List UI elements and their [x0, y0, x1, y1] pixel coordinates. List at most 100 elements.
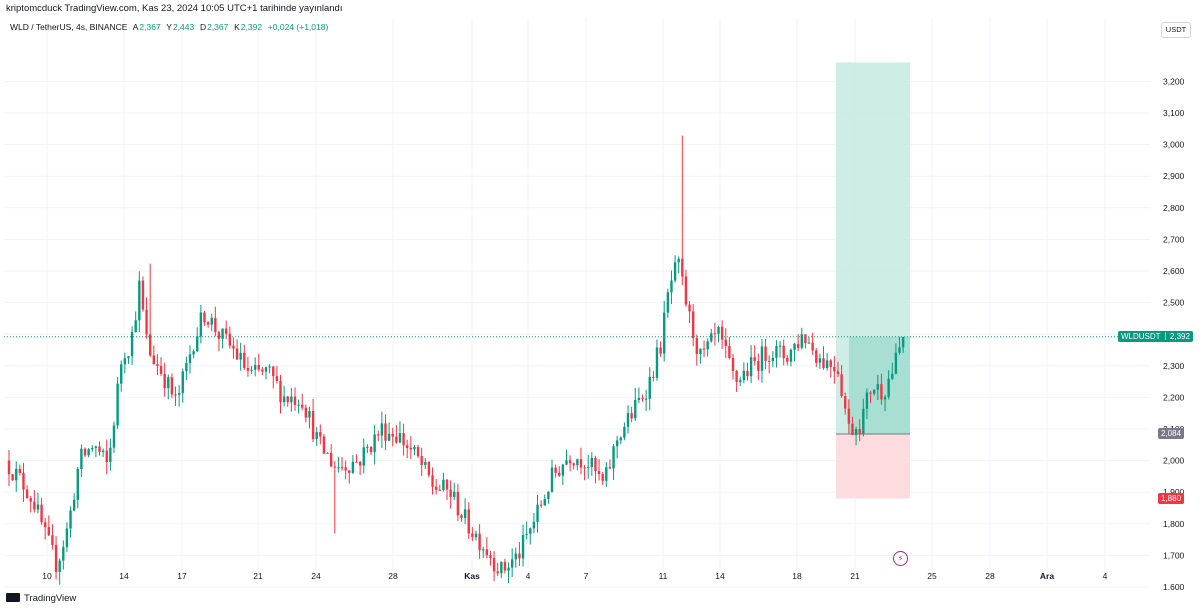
currency-badge[interactable]: USDT — [1161, 22, 1191, 38]
candle-body — [778, 345, 782, 347]
price-tick-label: 3,200 — [1163, 76, 1185, 86]
candle-body — [11, 474, 14, 481]
candle-body — [445, 479, 449, 490]
candle-body — [880, 384, 883, 400]
candle-body — [829, 360, 832, 367]
candle-body — [105, 450, 108, 462]
candle-body — [739, 379, 742, 382]
candle-body — [279, 381, 282, 403]
candle-body — [510, 559, 514, 568]
candle-body — [156, 364, 159, 366]
price-chart[interactable]: 3,200 3,100 3,000 2,900 2,800 2,700 2,600 2,500… — [0, 18, 1200, 590]
candle-body — [496, 571, 499, 574]
time-tick-label: 18 — [792, 571, 802, 581]
profit-zone[interactable] — [836, 62, 910, 435]
candle-body — [366, 446, 369, 448]
price-tick-label: 2,800 — [1163, 203, 1185, 213]
candle-body — [275, 376, 279, 382]
candle-body — [568, 460, 572, 464]
candle-body — [44, 522, 47, 528]
high-label: Y — [166, 22, 172, 32]
candle-body — [141, 280, 145, 310]
candle-body — [185, 362, 188, 372]
candle-body — [221, 328, 224, 339]
candle-body — [192, 351, 195, 355]
time-tick-label: 4 — [526, 571, 531, 581]
candle-body — [695, 337, 698, 355]
candle-body — [344, 467, 347, 471]
candle-body — [786, 357, 789, 362]
candle-body — [282, 396, 286, 403]
candle-body — [717, 326, 720, 334]
candle-body — [615, 440, 619, 447]
price-tick-label: 2,300 — [1163, 361, 1185, 371]
candle-body — [688, 304, 691, 312]
candle-body — [62, 547, 65, 561]
candle-body — [322, 436, 326, 454]
candle-body — [706, 341, 709, 350]
candle-body — [485, 549, 489, 556]
candle-body — [724, 339, 727, 347]
candle-body — [210, 317, 213, 325]
time-tick-label: 10 — [42, 571, 52, 581]
candle-body — [757, 360, 760, 371]
candle-body — [822, 358, 825, 369]
candle-body — [536, 504, 539, 522]
long-position-tool[interactable] — [836, 62, 910, 499]
candle-body — [597, 471, 601, 475]
time-tick-label: 21 — [850, 571, 860, 581]
candle-body — [735, 370, 738, 382]
candle-body — [684, 276, 688, 305]
candle-body — [702, 348, 706, 350]
candle-body — [818, 358, 822, 363]
time-tick-label: 14 — [715, 571, 725, 581]
candle-body — [637, 397, 641, 400]
open-label: A — [132, 22, 139, 32]
tradingview-logo[interactable]: TradingView — [6, 593, 76, 604]
candle-body — [311, 411, 315, 440]
candle-body — [217, 332, 221, 339]
candle-body — [565, 460, 568, 465]
candle-body — [811, 342, 814, 351]
candle-body — [225, 328, 228, 334]
candle-body — [109, 447, 112, 462]
candle-body — [612, 446, 615, 469]
candle-body — [876, 384, 879, 390]
candle-body — [257, 365, 260, 370]
candle-body — [420, 456, 423, 466]
candle-body — [384, 423, 387, 441]
candle-body — [362, 447, 365, 466]
candle-body — [203, 312, 206, 323]
current-price: 2,392 — [1169, 331, 1190, 341]
candle-body — [442, 479, 445, 491]
candle-body — [369, 446, 373, 453]
stop-price-tag: 1,880 — [1158, 492, 1185, 504]
close-value: 2,392 — [240, 22, 263, 32]
candle-body — [94, 446, 98, 448]
candle-body — [424, 461, 427, 466]
candle-body — [87, 449, 90, 456]
candle-body — [377, 434, 380, 436]
candle-body — [891, 373, 894, 379]
candle-body — [742, 370, 746, 380]
candle-body — [677, 258, 680, 263]
price-tick-label: 2,000 — [1163, 456, 1185, 466]
lightning-icon[interactable]: ⚡ — [893, 551, 908, 566]
symbol-name[interactable]: WLD / TetherUS, 4s, BINANCE — [10, 22, 128, 32]
candle-body — [431, 475, 434, 487]
candle-body — [576, 459, 579, 466]
candle-body — [340, 467, 344, 469]
candles — [7, 135, 905, 585]
candle-body — [304, 407, 308, 418]
candle-body — [854, 428, 858, 435]
time-tick-label: Ara — [1040, 571, 1054, 581]
candle-body — [15, 468, 18, 481]
candle-body — [619, 437, 622, 441]
loss-zone[interactable] — [836, 434, 910, 499]
candle-body — [670, 280, 673, 293]
candle-body — [358, 461, 362, 466]
candle-body — [644, 398, 648, 400]
time-axis[interactable]: 10 14 17 21 24 28 Kas 4 7 11 14 18 21 25 28 Ara 4 — [42, 571, 1107, 581]
candle-body — [626, 413, 630, 427]
candle-body — [655, 347, 659, 378]
